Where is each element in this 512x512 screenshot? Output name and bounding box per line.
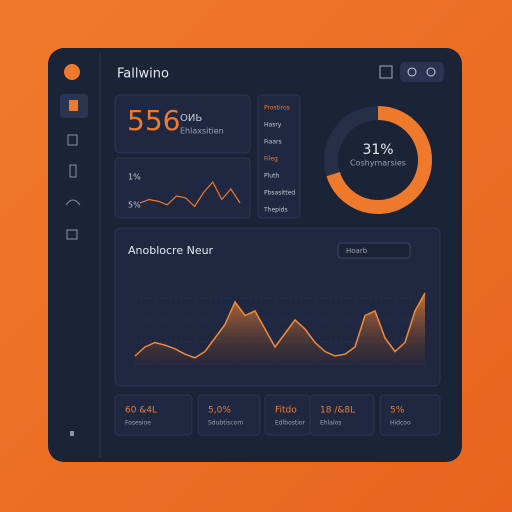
logo xyxy=(64,64,80,80)
area-title: Anoblocre Neur xyxy=(128,244,214,257)
stat-tile-value: 5,0% xyxy=(208,406,231,416)
stat-tile-label: Ehlalos xyxy=(320,420,341,427)
stat-tile xyxy=(309,394,375,436)
stat-tile-label: Edlbostior xyxy=(275,420,306,427)
donut-arc xyxy=(324,106,432,214)
stat-tile-label: Fosesioe xyxy=(125,420,151,427)
mini-chart-card xyxy=(114,157,251,219)
nav-icon[interactable] xyxy=(69,164,77,178)
menu-item[interactable]: Prostiros xyxy=(264,105,290,112)
header-title: Fallwino xyxy=(117,67,169,82)
area-fill xyxy=(135,293,425,365)
icon-button[interactable] xyxy=(426,67,436,77)
stat-tile-label: Sdubtiscom xyxy=(208,420,243,427)
area-line xyxy=(134,292,426,359)
menu-item[interactable]: Fiaars xyxy=(264,139,282,146)
mini-line xyxy=(139,180,241,208)
icon-button[interactable] xyxy=(407,67,417,77)
stat-tile-label: Hidcoo xyxy=(390,420,411,427)
stat-tile xyxy=(379,394,441,436)
donut-hole xyxy=(342,124,414,196)
menu-card xyxy=(257,94,301,219)
menu-item[interactable]: Pluth xyxy=(264,173,279,180)
stat-tile-value: 18 /&8L xyxy=(320,406,355,416)
nav-icon[interactable] xyxy=(67,134,78,146)
stat-tile-value: 60 &4L xyxy=(125,406,157,416)
donut-caption: Coshymarsies xyxy=(350,159,406,168)
icon-button[interactable] xyxy=(379,65,393,79)
mini-label: 1% xyxy=(128,173,141,182)
menu-item[interactable]: Pbsasitted xyxy=(264,190,295,197)
stat-tile-value: 5% xyxy=(390,406,405,416)
mini-label: 5% xyxy=(128,201,141,210)
icon-group[interactable] xyxy=(400,62,444,82)
nav-icon[interactable] xyxy=(66,229,78,240)
stat-tile xyxy=(197,394,261,436)
search-box[interactable] xyxy=(337,242,411,259)
menu-item[interactable]: Thepids xyxy=(263,207,288,214)
nav-icon[interactable] xyxy=(70,431,74,436)
stat-unit: ОИЬ xyxy=(180,113,202,124)
stat-value: 556 xyxy=(127,104,180,137)
stat-tile-value: Fitdo xyxy=(275,406,297,416)
stat-caption: Ehlaxsitien xyxy=(180,127,224,136)
nav-icon[interactable] xyxy=(69,100,78,111)
menu-item[interactable]: Fileg xyxy=(264,156,278,163)
menu-item[interactable]: Hasry xyxy=(264,122,282,129)
stat-tile xyxy=(114,394,193,436)
search-text[interactable]: Hoarb xyxy=(346,247,368,255)
donut-center: 31% xyxy=(362,142,393,158)
stat-card xyxy=(114,94,251,154)
nav-icon[interactable] xyxy=(65,199,81,206)
